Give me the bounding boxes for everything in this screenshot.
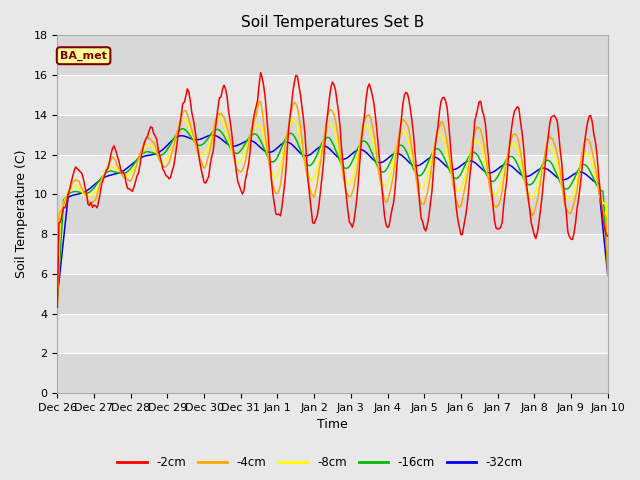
- Bar: [58, 234, 607, 274]
- Legend: -2cm, -4cm, -8cm, -16cm, -32cm: -2cm, -4cm, -8cm, -16cm, -32cm: [113, 452, 527, 474]
- Bar: [58, 194, 607, 234]
- Bar: [58, 115, 607, 155]
- Bar: [58, 155, 607, 194]
- X-axis label: Time: Time: [317, 419, 348, 432]
- Text: BA_met: BA_met: [60, 50, 107, 61]
- Bar: [58, 75, 607, 115]
- Title: Soil Temperatures Set B: Soil Temperatures Set B: [241, 15, 424, 30]
- Bar: [58, 353, 607, 393]
- Bar: [58, 313, 607, 353]
- Bar: [58, 36, 607, 75]
- Bar: [58, 274, 607, 313]
- Y-axis label: Soil Temperature (C): Soil Temperature (C): [15, 150, 28, 278]
